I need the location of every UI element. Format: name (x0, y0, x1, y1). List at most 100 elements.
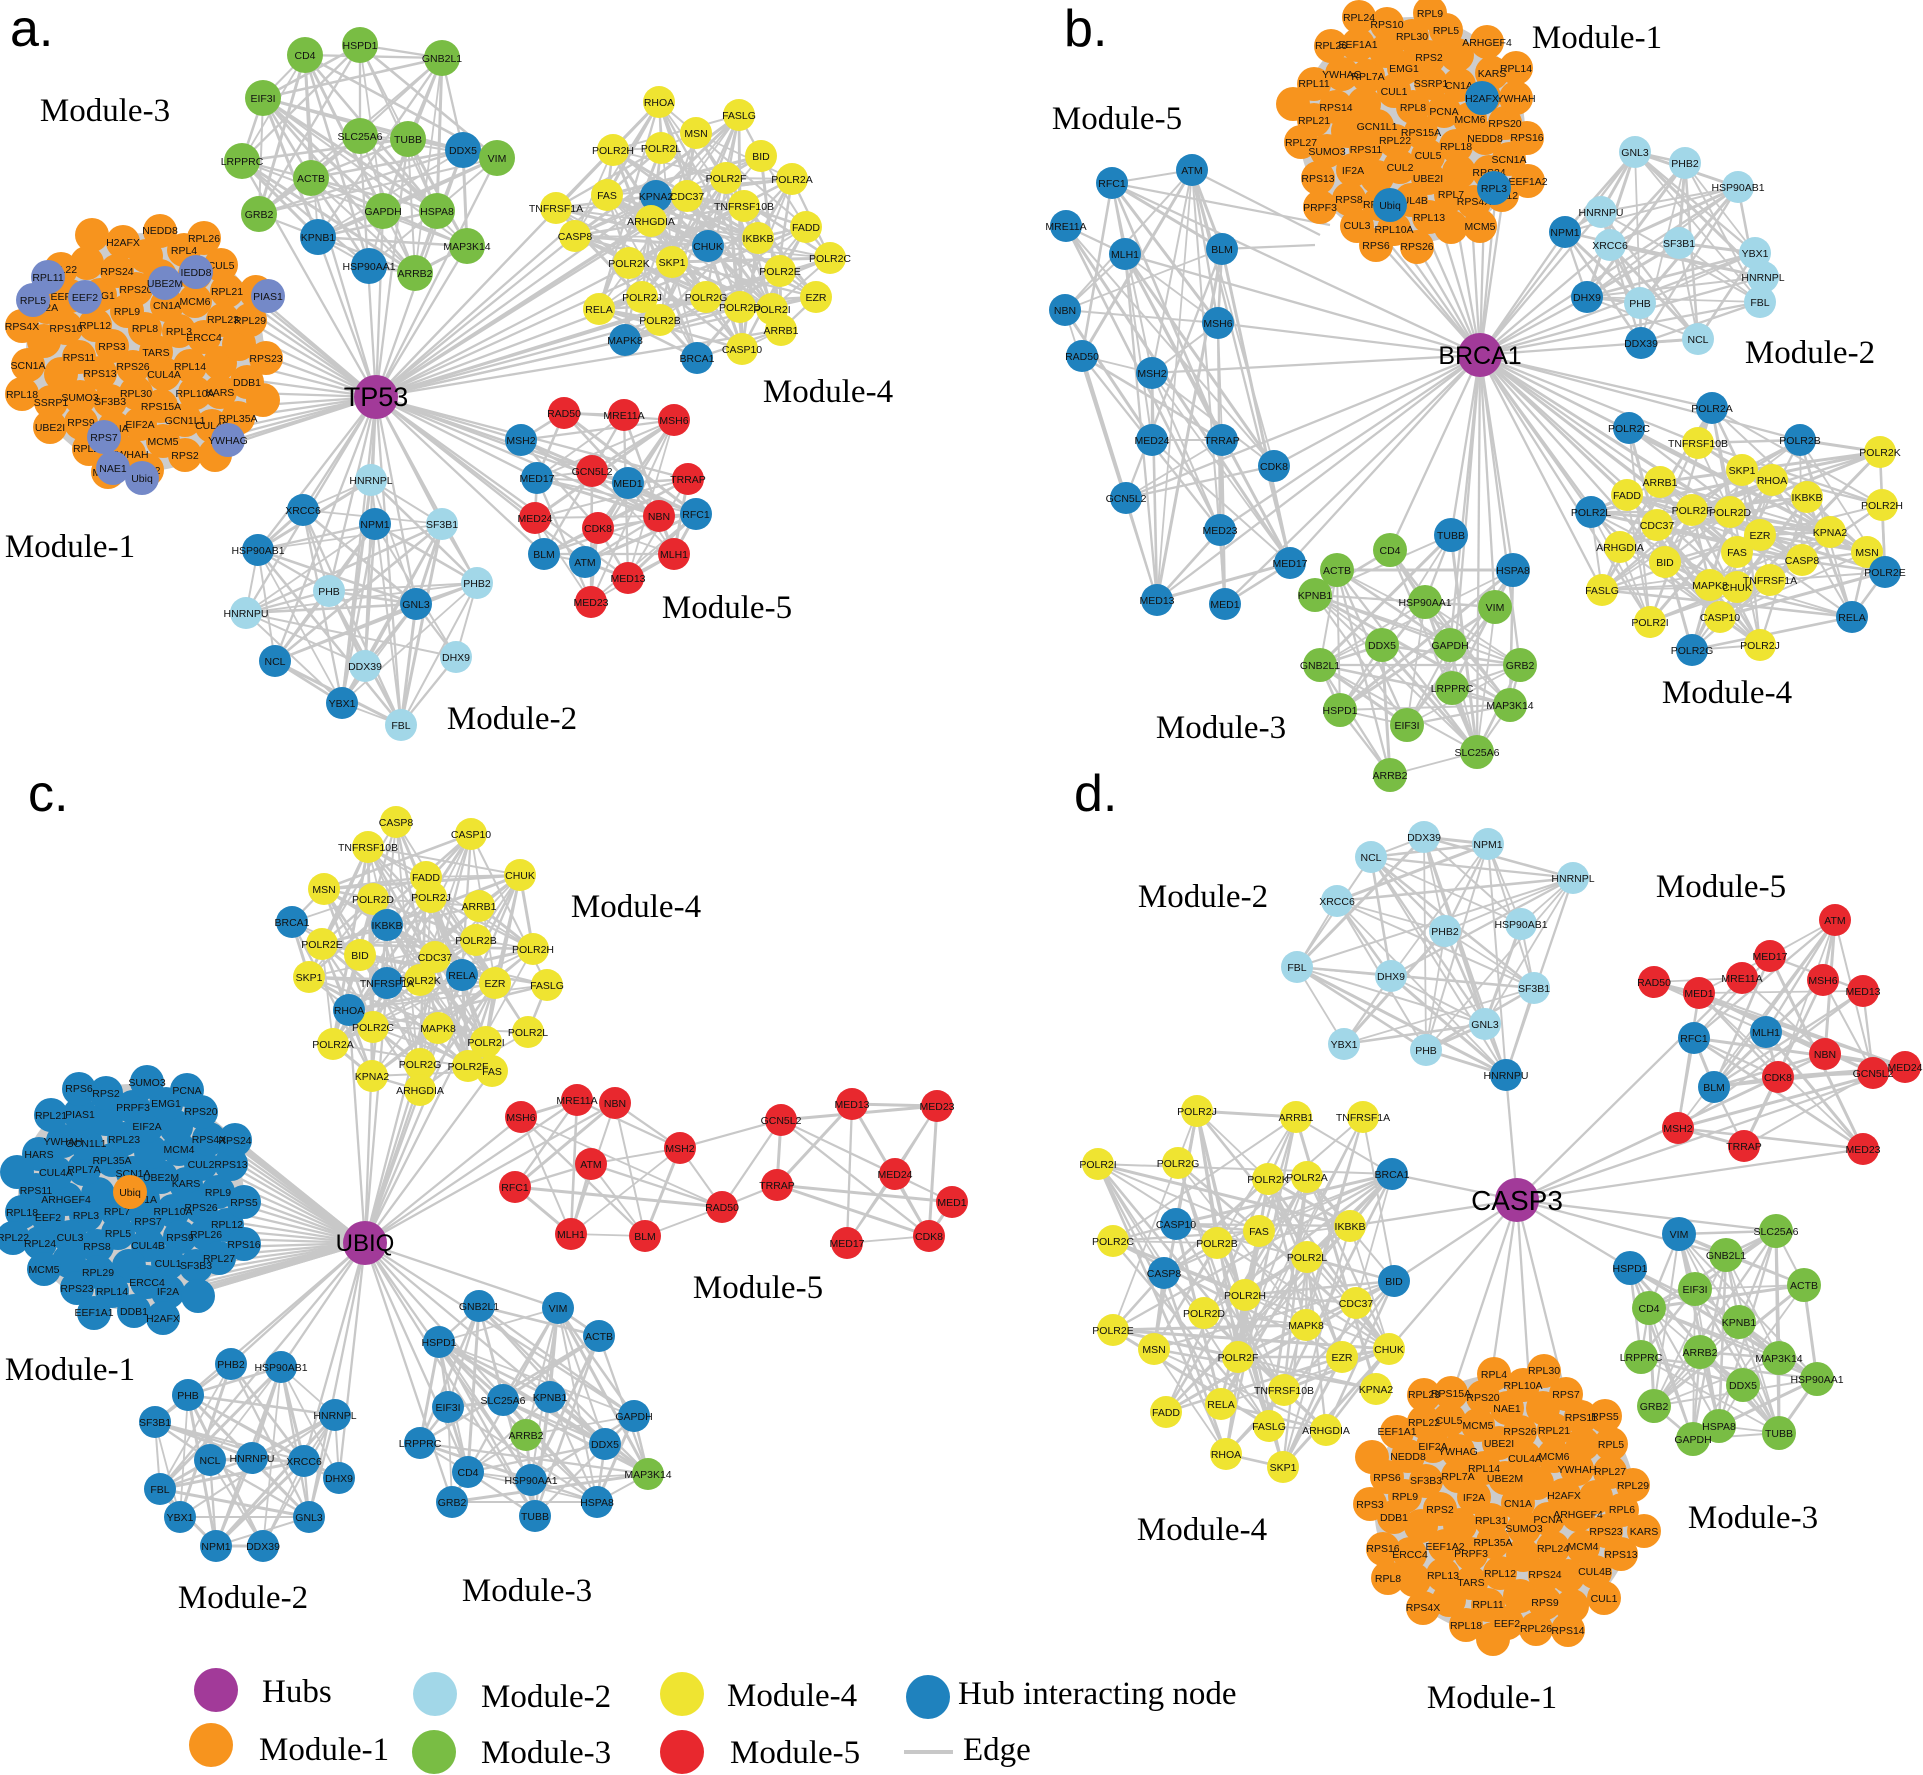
svg-text:ERCC4: ERCC4 (1392, 1549, 1428, 1561)
svg-text:CASP8: CASP8 (558, 231, 593, 243)
svg-text:RELA: RELA (585, 304, 612, 316)
svg-text:RPS9: RPS9 (67, 417, 95, 429)
svg-text:XRCC6: XRCC6 (1592, 240, 1628, 252)
svg-text:DDB1: DDB1 (233, 377, 261, 389)
svg-text:MED1: MED1 (1684, 988, 1713, 1000)
svg-text:RPL29: RPL29 (234, 315, 266, 327)
svg-text:FAS: FAS (1727, 547, 1747, 559)
svg-text:YWHAG: YWHAG (1438, 1446, 1478, 1458)
svg-text:RPL18: RPL18 (6, 389, 38, 401)
svg-text:MED24: MED24 (1887, 1062, 1922, 1074)
svg-text:MED24: MED24 (1134, 435, 1169, 447)
svg-text:PHB: PHB (1629, 298, 1651, 310)
svg-text:RPS11: RPS11 (63, 352, 96, 364)
svg-text:RPS11: RPS11 (1350, 144, 1383, 156)
svg-text:MSH6: MSH6 (1808, 975, 1837, 987)
svg-text:POLR2F: POLR2F (1672, 505, 1713, 517)
svg-text:DHX9: DHX9 (1573, 292, 1601, 304)
svg-text:CUL5: CUL5 (1415, 150, 1442, 162)
svg-text:CDC37: CDC37 (1640, 520, 1675, 532)
svg-text:PIAS1: PIAS1 (253, 291, 283, 303)
svg-text:ARRB1: ARRB1 (1278, 1112, 1313, 1124)
svg-text:MED23: MED23 (573, 597, 608, 609)
svg-text:RPS24: RPS24 (100, 266, 133, 278)
svg-text:HSPA8: HSPA8 (1702, 1421, 1736, 1433)
svg-text:RPL7: RPL7 (1438, 189, 1464, 201)
svg-text:MED1: MED1 (937, 1197, 966, 1209)
svg-text:RPS11: RPS11 (20, 1185, 53, 1197)
svg-text:TNFRSF10B: TNFRSF10B (338, 842, 398, 854)
svg-text:MCM6: MCM6 (1539, 1451, 1570, 1463)
svg-text:ACTB: ACTB (1790, 1280, 1818, 1292)
svg-text:POLR2A: POLR2A (771, 174, 812, 186)
svg-text:CD4: CD4 (1379, 545, 1400, 557)
svg-text:Module-5: Module-5 (730, 1735, 860, 1771)
svg-text:MSH6: MSH6 (506, 1112, 535, 1124)
svg-text:DDX5: DDX5 (1729, 1380, 1757, 1392)
svg-text:RPL12: RPL12 (211, 1219, 243, 1231)
svg-text:FAS: FAS (597, 190, 617, 202)
svg-text:Module-5: Module-5 (1656, 869, 1786, 905)
svg-text:Module-3: Module-3 (1688, 1500, 1818, 1536)
svg-text:RPS13: RPS13 (1604, 1549, 1637, 1561)
svg-text:RPS16: RPS16 (227, 1239, 260, 1251)
svg-text:RPS2: RPS2 (92, 1088, 120, 1100)
svg-text:HSP90AA1: HSP90AA1 (1790, 1374, 1843, 1386)
svg-text:PIAS1: PIAS1 (65, 1109, 95, 1121)
svg-text:KPNA2: KPNA2 (1813, 527, 1848, 539)
svg-text:RPL11: RPL11 (1472, 1599, 1503, 1611)
svg-text:PHB2: PHB2 (463, 578, 491, 590)
svg-text:EEF1A2: EEF1A2 (1425, 1541, 1464, 1553)
svg-text:RPS10: RPS10 (49, 323, 82, 335)
svg-text:GCN5L2: GCN5L2 (1106, 493, 1147, 505)
svg-text:MSH6: MSH6 (659, 415, 688, 427)
svg-text:RPL9: RPL9 (114, 306, 140, 318)
svg-text:MAP3K14: MAP3K14 (1755, 1353, 1802, 1365)
svg-text:UBE2M: UBE2M (1487, 1473, 1523, 1485)
svg-text:MAP3K14: MAP3K14 (1486, 700, 1533, 712)
svg-text:MED24: MED24 (517, 513, 552, 525)
svg-text:FASLG: FASLG (530, 980, 564, 992)
svg-text:ATM: ATM (580, 1159, 601, 1171)
svg-text:XRCC6: XRCC6 (285, 505, 321, 517)
svg-text:KPNB1: KPNB1 (301, 232, 336, 244)
svg-text:RPS20: RPS20 (119, 284, 152, 296)
svg-text:NCL: NCL (199, 1455, 220, 1467)
svg-text:MSN: MSN (1855, 547, 1878, 559)
svg-text:NCL: NCL (264, 656, 285, 668)
svg-text:PRPF3: PRPF3 (1454, 1548, 1488, 1560)
svg-text:RPS2: RPS2 (1415, 52, 1443, 64)
svg-text:POLR2C: POLR2C (1092, 1236, 1134, 1248)
svg-text:H2AFX: H2AFX (106, 237, 140, 249)
svg-text:EIF3I: EIF3I (1394, 720, 1419, 732)
svg-text:RPL22: RPL22 (1379, 135, 1411, 147)
svg-text:RPL6: RPL6 (1609, 1504, 1635, 1516)
svg-text:RPL10A: RPL10A (1503, 1380, 1542, 1392)
svg-text:ERCC4: ERCC4 (129, 1277, 165, 1289)
svg-text:RHOA: RHOA (644, 97, 674, 109)
svg-text:CUL5: CUL5 (1436, 1415, 1463, 1427)
svg-text:DDX5: DDX5 (449, 145, 477, 157)
svg-text:RPL8: RPL8 (1400, 102, 1426, 114)
svg-text:RFC1: RFC1 (1680, 1033, 1708, 1045)
svg-text:HNRNPL: HNRNPL (313, 1410, 356, 1422)
svg-text:DDX5: DDX5 (1368, 640, 1396, 652)
svg-text:TP53: TP53 (344, 382, 409, 412)
svg-text:RPL14: RPL14 (96, 1286, 128, 1298)
svg-text:HSP90AB1: HSP90AB1 (231, 545, 284, 557)
svg-text:Module-1: Module-1 (5, 1352, 135, 1388)
svg-text:POLR2B: POLR2B (1196, 1238, 1237, 1250)
svg-text:MED13: MED13 (834, 1099, 869, 1111)
svg-text:SKP1: SKP1 (1729, 465, 1756, 477)
svg-text:RPL21: RPL21 (35, 1110, 67, 1122)
svg-text:FADD: FADD (412, 872, 440, 884)
svg-text:TUBB: TUBB (521, 1511, 549, 1523)
svg-text:POLR2H: POLR2H (592, 145, 634, 157)
svg-text:YWHAG: YWHAG (1322, 69, 1362, 81)
svg-text:RAD50: RAD50 (1065, 351, 1099, 363)
svg-text:LRPPRC: LRPPRC (1620, 1352, 1663, 1364)
svg-text:RPL26: RPL26 (188, 233, 220, 245)
svg-text:SSRP1: SSRP1 (1414, 78, 1449, 90)
svg-text:NAE1: NAE1 (1493, 1403, 1521, 1415)
svg-text:CDK8: CDK8 (584, 523, 612, 535)
